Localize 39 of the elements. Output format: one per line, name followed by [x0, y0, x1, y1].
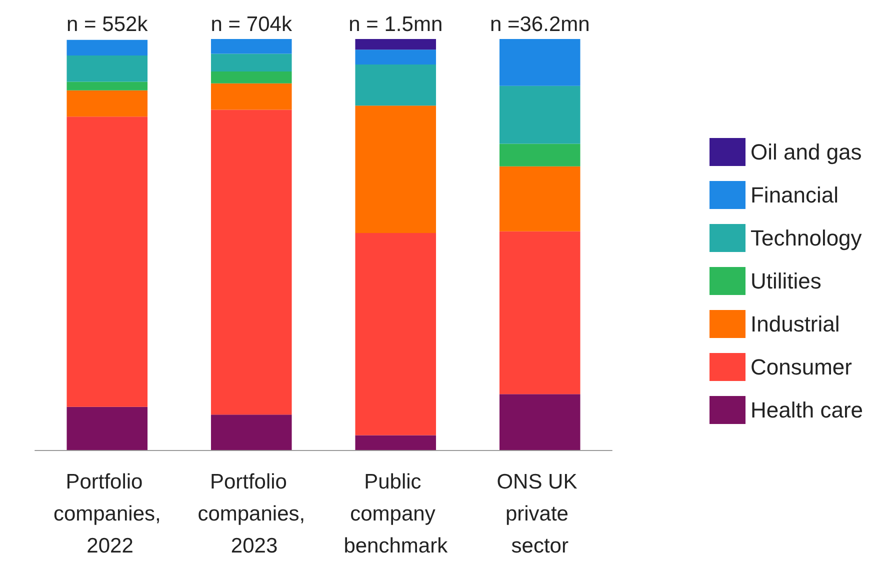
bar — [499, 231, 580, 394]
bar — [66, 90, 148, 117]
bar — [66, 40, 148, 56]
bar — [210, 414, 292, 450]
bar — [499, 86, 580, 144]
bar — [210, 39, 292, 54]
bar — [66, 406, 148, 450]
bar — [210, 54, 292, 72]
legend-label: Consumer — [750, 354, 852, 380]
legend-label: Financial — [750, 182, 839, 208]
legend-label: Utilities — [750, 268, 822, 294]
bar — [66, 82, 148, 90]
x-tick-label: Public company benchmark — [344, 470, 448, 558]
legend-label: Industrial — [750, 312, 840, 336]
bar — [499, 394, 580, 450]
bar — [210, 71, 292, 84]
bar — [499, 166, 580, 232]
annotation: n = 1.5mn — [348, 13, 443, 36]
bar — [355, 232, 436, 436]
bar — [499, 144, 580, 166]
annotation: n =36.2mn — [490, 13, 590, 36]
annotation: n = 552k — [66, 13, 148, 36]
x-tick-label: ONS UK private sector — [496, 470, 584, 558]
annotation: n = 704k — [210, 13, 292, 36]
legend-label: Technology — [750, 226, 862, 250]
bar — [66, 116, 148, 407]
bar — [66, 55, 148, 82]
bar — [499, 39, 580, 86]
bar — [355, 435, 436, 450]
bar — [210, 83, 292, 110]
legend-label: Health care — [750, 398, 864, 422]
x-tick-label: Portfolio companies, 2023 — [198, 470, 306, 558]
bar — [355, 106, 436, 233]
bar — [355, 39, 436, 50]
legend-label: Oil and gas — [750, 140, 862, 164]
bar — [355, 50, 436, 64]
bar — [210, 110, 292, 415]
bar — [355, 64, 436, 106]
x-tick-label: Portfolio companies, 2022 — [53, 470, 161, 558]
